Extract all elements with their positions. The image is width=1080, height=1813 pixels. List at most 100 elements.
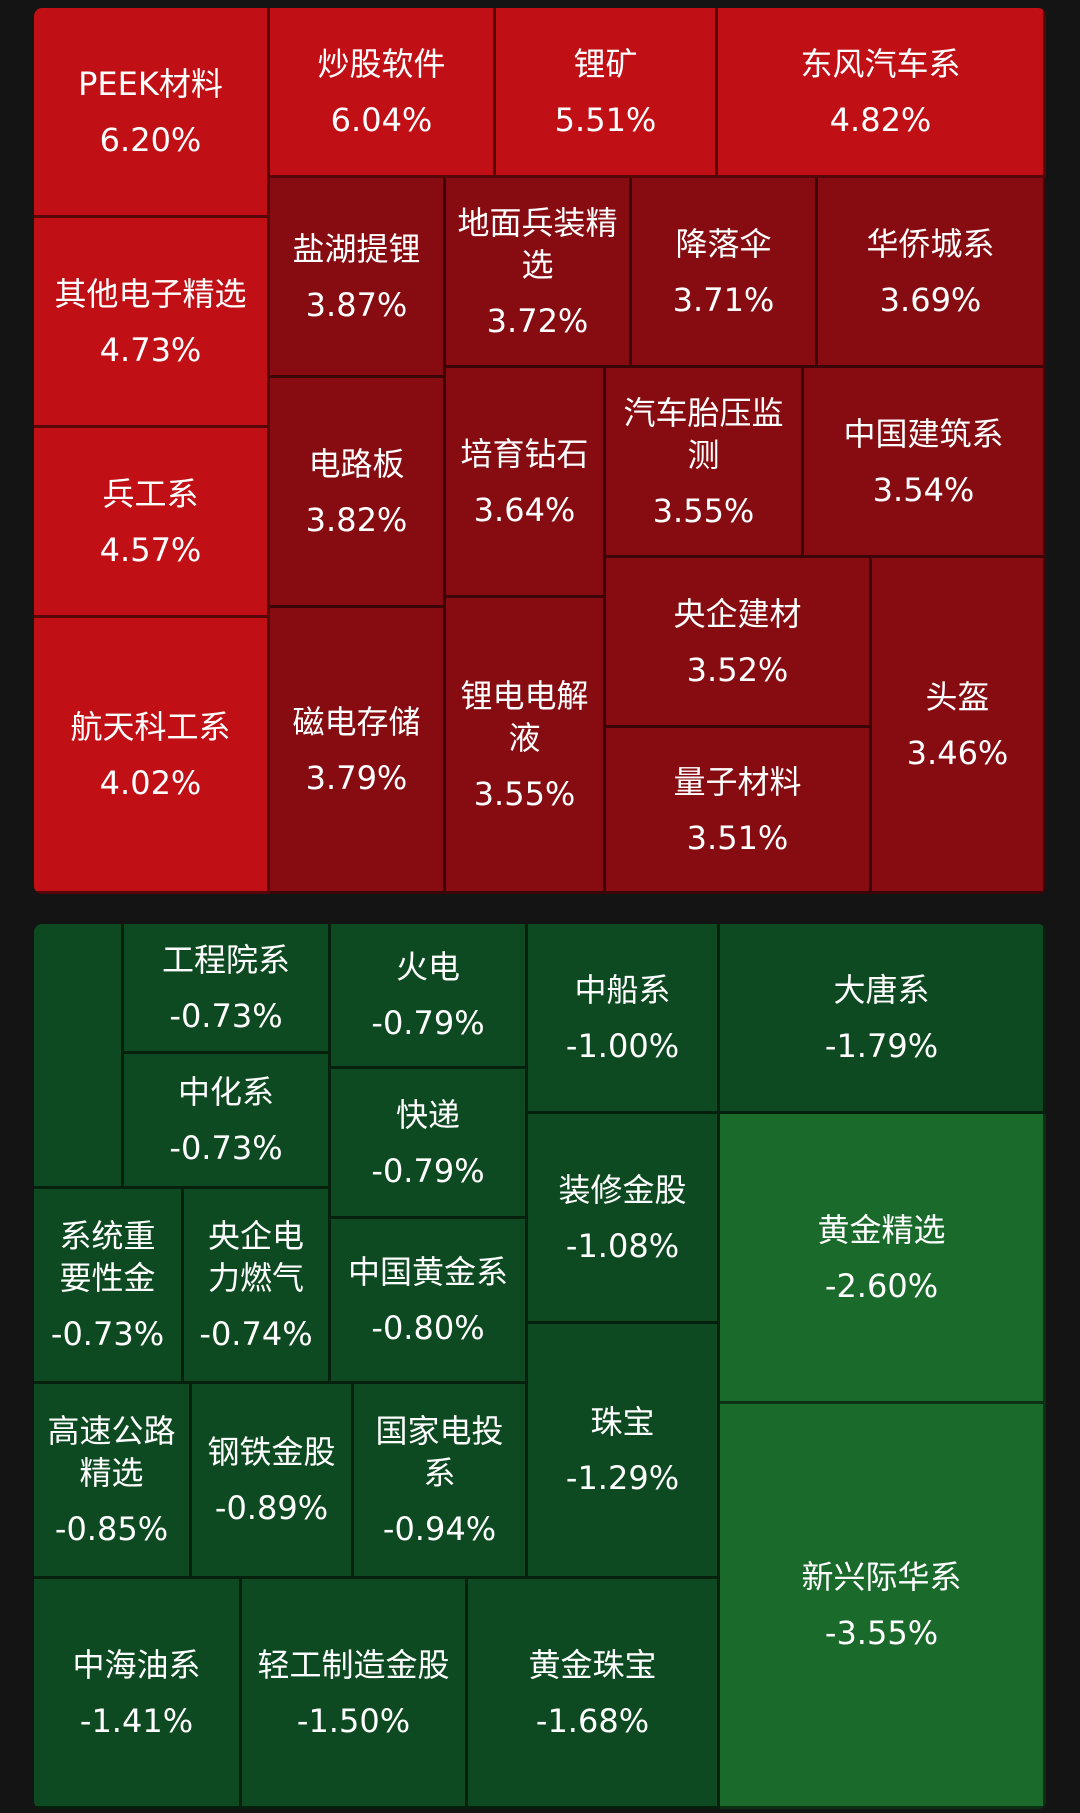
tile-name-label: 东风汽车系 (800, 44, 961, 83)
gainer-tile[interactable]: 培育钻石 3.64% (446, 368, 606, 598)
gainer-tile[interactable]: 航天科工系 4.02% (34, 618, 270, 894)
tile-name-label: 其他电子精选 (54, 274, 247, 313)
tile-name-label: 高速公路精选 (47, 1412, 176, 1492)
tile-change-label: 3.55% (473, 774, 576, 813)
tile-name-label: 中化系 (177, 1073, 274, 1111)
tile-name-label: 中海油系 (72, 1645, 201, 1684)
tile-change-label: -1.41% (79, 1701, 194, 1740)
gainer-tile[interactable]: 头盔 3.46% (872, 558, 1046, 894)
tile-change-label: -0.89% (214, 1489, 329, 1527)
tile-name-label: 火电 (395, 948, 460, 986)
tile-change-label: 4.02% (99, 763, 202, 802)
gainer-tile[interactable]: 降落伞 3.71% (632, 178, 818, 368)
loser-tile[interactable]: 黄金珠宝 -1.68% (468, 1579, 720, 1809)
tile-name-label: 珠宝 (590, 1403, 655, 1441)
gainer-tile[interactable]: 磁电存储 3.79% (270, 608, 446, 894)
tile-change-label: 3.54% (872, 470, 975, 509)
tile-change-label: 3.52% (686, 650, 789, 689)
tile-change-label: 3.51% (686, 818, 789, 857)
loser-tile[interactable]: 快递 -0.79% (331, 1069, 528, 1219)
loser-tile[interactable]: 黄金精选 -2.60% (720, 1114, 1046, 1404)
loser-tile[interactable] (34, 924, 124, 1189)
tile-name-label: 华侨城系 (866, 224, 995, 263)
gainer-tile[interactable]: 锂电电解液 3.55% (446, 598, 606, 894)
tile-change-label: -0.73% (169, 996, 283, 1035)
tile-name-label: 中国黄金系 (347, 1253, 508, 1291)
tile-change-label: 6.20% (99, 120, 202, 159)
loser-tile[interactable]: 轻工制造金股 -1.50% (242, 1579, 468, 1809)
tile-name-label: 量子材料 (673, 762, 802, 801)
tile-change-label: 3.82% (305, 500, 408, 539)
tile-change-label: -1.50% (296, 1701, 411, 1740)
tile-change-label: -0.74% (199, 1315, 313, 1353)
tile-change-label: 3.79% (305, 758, 408, 797)
tile-change-label: 3.55% (652, 491, 755, 530)
tile-name-label: 兵工系 (102, 474, 199, 513)
tile-name-label: 炒股软件 (317, 44, 446, 83)
tile-change-label: 3.69% (879, 280, 982, 319)
gainer-tile[interactable]: PEEK材料 6.20% (34, 8, 270, 218)
gainer-tile[interactable]: 兵工系 4.57% (34, 428, 270, 618)
loser-tile[interactable]: 中化系 -0.73% (124, 1054, 331, 1189)
loser-tile[interactable]: 新兴际华系 -3.55% (720, 1404, 1046, 1809)
tile-name-label: 装修金股 (558, 1170, 687, 1209)
gainer-tile[interactable]: 其他电子精选 4.73% (34, 218, 270, 428)
tile-name-label: 钢铁金股 (207, 1433, 336, 1471)
tile-change-label: -1.68% (535, 1701, 650, 1740)
tile-change-label: 5.51% (554, 100, 657, 139)
tile-change-label: -3.55% (824, 1614, 939, 1652)
tile-change-label: -0.79% (371, 1151, 485, 1190)
tile-change-label: -2.60% (824, 1266, 939, 1305)
loser-tile[interactable]: 中海油系 -1.41% (34, 1579, 242, 1809)
gainer-tile[interactable]: 华侨城系 3.69% (818, 178, 1046, 368)
gainer-tile[interactable]: 量子材料 3.51% (606, 728, 872, 894)
gainer-tile[interactable]: 电路板 3.82% (270, 378, 446, 608)
tile-name-label: 培育钻石 (460, 434, 589, 473)
loser-tile[interactable]: 国家电投系 -0.94% (354, 1384, 528, 1579)
loser-tile[interactable]: 系统重要性金 -0.73% (34, 1189, 184, 1384)
tile-change-label: 4.82% (829, 100, 932, 139)
tile-name-label: 新兴际华系 (801, 1558, 962, 1596)
tile-name-label: 黄金珠宝 (528, 1645, 657, 1684)
losers-treemap: 工程院系 -0.73% 中化系 -0.73% 火电 -0.79% 快递 -0.79% 中船系 -1… (34, 924, 1046, 1809)
tile-change-label: -1.08% (565, 1226, 680, 1265)
gainer-tile[interactable]: 炒股软件 6.04% (270, 8, 496, 178)
tile-change-label: 4.57% (99, 530, 202, 569)
gainer-tile[interactable]: 央企建材 3.52% (606, 558, 872, 728)
loser-tile[interactable]: 央企电力燃气 -0.74% (184, 1189, 331, 1384)
gainer-tile[interactable]: 盐湖提锂 3.87% (270, 178, 446, 378)
tile-change-label: -1.29% (565, 1459, 680, 1497)
tile-name-label: 航天科工系 (70, 707, 231, 746)
gainer-tile[interactable]: 汽车胎压监测 3.55% (606, 368, 804, 558)
tile-name-label: 锂矿 (573, 44, 638, 83)
tile-name-label: 黄金精选 (817, 1210, 946, 1249)
loser-tile[interactable]: 高速公路精选 -0.85% (34, 1384, 192, 1579)
tile-name-label: 磁电存储 (292, 702, 421, 741)
loser-tile[interactable]: 装修金股 -1.08% (528, 1114, 720, 1324)
loser-tile[interactable]: 中国黄金系 -0.80% (331, 1219, 528, 1384)
tile-name-label: 国家电投系 (375, 1412, 504, 1492)
tile-change-label: -0.79% (371, 1004, 485, 1042)
tile-change-label: -0.85% (54, 1510, 169, 1548)
tile-change-label: -0.94% (382, 1510, 497, 1548)
tile-change-label: 3.72% (486, 301, 589, 340)
loser-tile[interactable]: 大唐系 -1.79% (720, 924, 1046, 1114)
tile-name-label: 工程院系 (161, 940, 290, 979)
gainer-tile[interactable]: 东风汽车系 4.82% (718, 8, 1046, 178)
tile-change-label: 3.71% (672, 280, 775, 319)
tile-change-label: -0.73% (50, 1315, 165, 1353)
loser-tile[interactable]: 火电 -0.79% (331, 924, 528, 1069)
loser-tile[interactable]: 珠宝 -1.29% (528, 1324, 720, 1579)
loser-tile[interactable]: 钢铁金股 -0.89% (192, 1384, 354, 1579)
gainers-treemap: PEEK材料 6.20% 炒股软件 6.04% 锂矿 5.51% 东风汽车系 4.82% 其他电… (34, 8, 1046, 894)
loser-tile[interactable]: 中船系 -1.00% (528, 924, 720, 1114)
tile-name-label: 中国建筑系 (843, 414, 1004, 453)
tile-name-label: 系统重要性金 (59, 1217, 156, 1297)
gainer-tile[interactable]: 锂矿 5.51% (496, 8, 718, 178)
loser-tile[interactable]: 工程院系 -0.73% (124, 924, 331, 1054)
gainer-tile[interactable]: 地面兵装精选 3.72% (446, 178, 632, 368)
gainer-tile[interactable]: 中国建筑系 3.54% (804, 368, 1046, 558)
tile-name-label: 锂电电解液 (460, 676, 589, 757)
tile-change-label: 3.46% (906, 733, 1009, 772)
